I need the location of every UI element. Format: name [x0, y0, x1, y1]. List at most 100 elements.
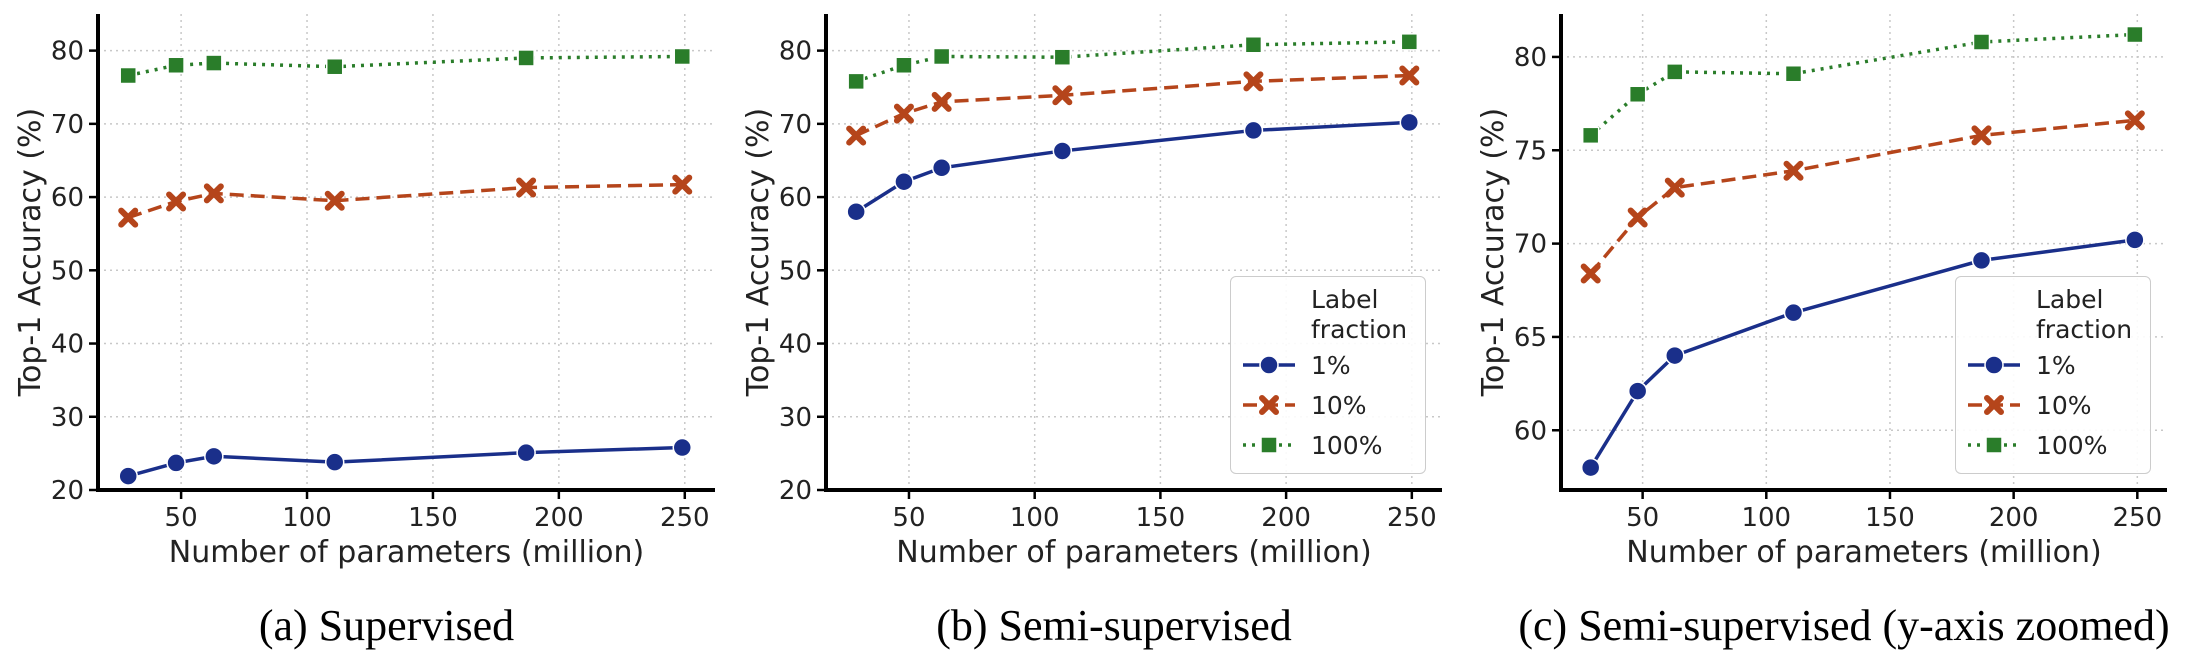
marker	[118, 207, 139, 228]
marker	[166, 191, 187, 212]
legend-entry: 100%	[1241, 425, 1415, 465]
marker	[1400, 33, 1419, 51]
y-tick-label: 70	[1514, 230, 1547, 260]
x-tick-label: 200	[1989, 503, 2039, 533]
legend-label: 1%	[2036, 350, 2076, 380]
x-tick-label: 150	[1136, 503, 1186, 533]
marker	[673, 47, 692, 66]
x-axis-label: Number of parameters (million)	[896, 535, 1371, 570]
panel: 50 100 150 200 250 20 30 40 50 60 70 80 Number of pa…	[741, 14, 1442, 650]
marker	[1399, 112, 1420, 133]
panel: 50 100 150 200 250 20 30 40 50 60 70 80 Number of pa…	[13, 14, 715, 650]
legend-swatch	[1968, 355, 2020, 375]
y-tick-label: 20	[779, 476, 812, 506]
legend-swatch	[1243, 395, 1295, 415]
x-tick-label: 100	[1010, 503, 1060, 533]
legend-label: 10%	[1311, 390, 1367, 420]
x-tick-label: 250	[2112, 503, 2162, 533]
marker	[325, 57, 344, 76]
marker	[1665, 345, 1685, 366]
x-tick-label: 50	[165, 503, 198, 533]
marker	[672, 437, 693, 458]
axis-spine	[96, 14, 715, 492]
marker	[1984, 355, 2004, 375]
y-tick-label: 60	[1514, 416, 1547, 446]
marker	[1581, 126, 1600, 145]
axis-spine	[1559, 14, 2167, 492]
marker	[1984, 395, 2004, 415]
x-tick-label: 50	[892, 503, 925, 533]
legend: Label fraction 1% 10% 100%	[1955, 276, 2151, 474]
x-tick-label: 250	[1387, 503, 1437, 533]
legend-title: Label fraction	[2036, 285, 2133, 344]
marker	[895, 56, 913, 75]
marker	[894, 171, 914, 192]
marker	[2124, 110, 2145, 131]
caption: (c) Semi-supervised (y-axis zoomed)	[1518, 601, 2169, 650]
y-tick-label: 40	[51, 330, 84, 360]
series-line	[127, 54, 683, 78]
marker	[516, 177, 537, 198]
y-axis-label: Top-1 Accuracy (%)	[13, 108, 48, 398]
caption: (b) Semi-supervised	[936, 601, 1292, 650]
marker	[1260, 436, 1278, 454]
marker	[1243, 71, 1264, 92]
marker	[324, 190, 345, 211]
y-tick-label: 30	[51, 403, 84, 433]
series-line	[1589, 118, 2136, 275]
marker	[2125, 230, 2145, 250]
legend-swatch	[1243, 355, 1295, 375]
marker	[1972, 33, 1991, 51]
legend-label: 100%	[2036, 430, 2108, 460]
y-tick-label: 50	[51, 256, 84, 286]
y-tick-label: 70	[779, 110, 812, 140]
legend-label: 100%	[1311, 430, 1383, 460]
marker	[1784, 64, 1803, 83]
marker	[1580, 457, 1601, 478]
marker	[1971, 125, 1992, 146]
y-tick-label: 60	[779, 183, 812, 213]
marker	[931, 158, 952, 178]
x-tick-label: 150	[1865, 503, 1915, 533]
marker	[672, 174, 693, 195]
caption: (a) Supervised	[259, 601, 514, 650]
legend-swatch	[1243, 436, 1295, 454]
marker	[1985, 436, 2003, 454]
legend-entry: 1%	[1241, 345, 1415, 385]
x-tick-label: 150	[408, 503, 458, 533]
marker	[1052, 85, 1073, 106]
marker	[1244, 36, 1263, 54]
legend-entry: 10%	[1241, 385, 1415, 425]
marker	[1628, 85, 1647, 104]
marker	[1259, 355, 1279, 375]
marker	[1971, 250, 1992, 271]
marker	[203, 183, 224, 204]
legend-label: 10%	[2036, 390, 2092, 420]
legend-title: Label fraction	[1311, 285, 1408, 344]
marker	[932, 47, 951, 66]
series-line	[127, 182, 683, 220]
panel: 50 100 150 200 250 60 65 70 75 80 Number of parame…	[1476, 14, 2170, 650]
marker	[846, 125, 867, 146]
marker	[1580, 263, 1601, 284]
marker	[324, 452, 345, 472]
marker	[1259, 395, 1279, 415]
y-tick-label: 80	[1514, 43, 1547, 73]
marker	[1783, 160, 1804, 181]
marker	[517, 49, 535, 67]
series-line	[855, 73, 1410, 138]
x-axis-label: Number of parameters (million)	[1626, 535, 2101, 570]
marker	[1627, 207, 1648, 228]
y-axis-label: Top-1 Accuracy (%)	[741, 108, 776, 398]
marker	[1053, 48, 1072, 66]
x-tick-label: 200	[1261, 503, 1311, 533]
x-tick-label: 100	[1741, 503, 1791, 533]
x-tick-label: 50	[1626, 503, 1659, 533]
marker	[846, 201, 866, 222]
marker	[516, 442, 536, 463]
legend-entry: 100%	[1966, 425, 2140, 465]
y-tick-label: 60	[51, 183, 84, 213]
y-tick-label: 70	[51, 110, 84, 140]
